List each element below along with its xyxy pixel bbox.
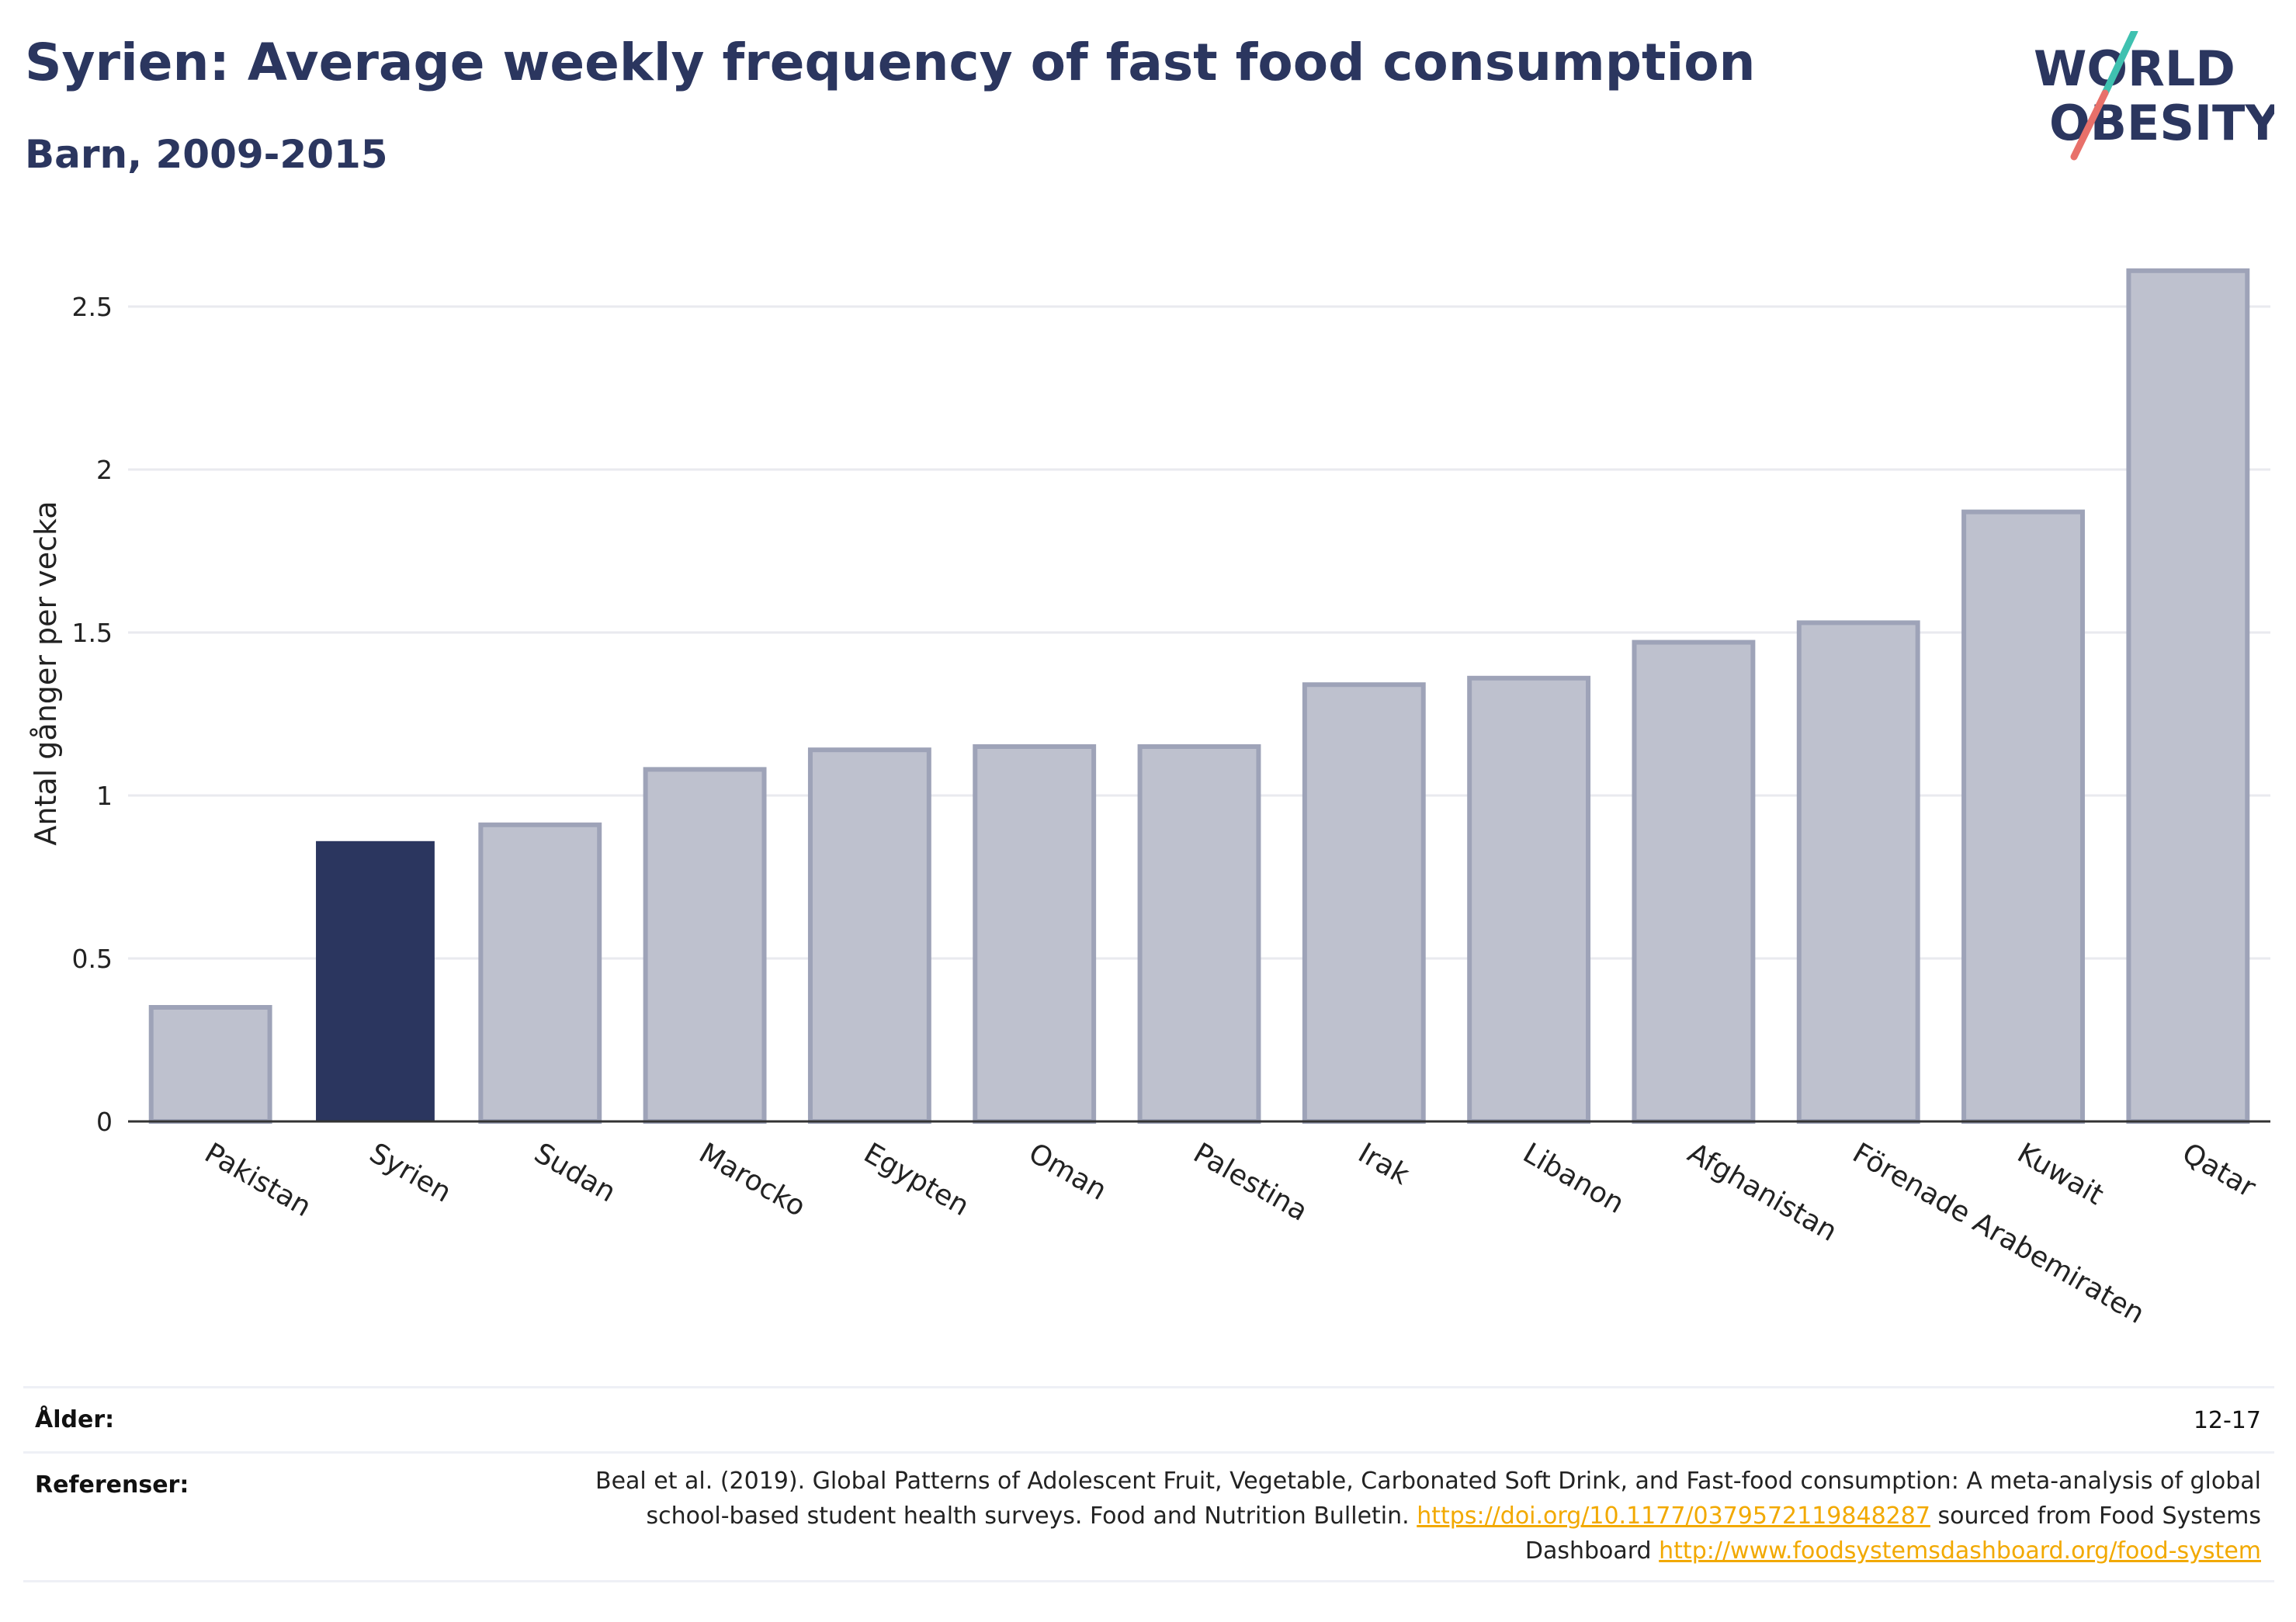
reference-doi-link[interactable]: https://doi.org/10.1177/0379572119848287 [1417,1502,1930,1530]
footer-divider-bottom [23,1580,2274,1582]
x-tick-label: Egypten [858,1137,974,1222]
bar-sudan[interactable] [478,822,602,1125]
world-obesity-logo: WORLD OBESITY [2034,31,2274,161]
bar-kuwait[interactable] [1961,509,2085,1124]
chart-subtitle: Barn, 2009-2015 [25,132,388,177]
bar-palestina[interactable] [1137,744,1261,1124]
x-tick-label: Palestina [1188,1137,1313,1228]
bar-irak[interactable] [1302,682,1426,1124]
logo-slash-coral [2070,89,2109,161]
x-tick-label: Libanon [1517,1137,1629,1220]
bar-förenade-arabemiraten[interactable] [1796,620,1920,1124]
bar-qatar[interactable] [2126,268,2250,1124]
y-tick-label: 2 [96,455,113,485]
footer-divider-top [23,1386,2274,1388]
bar-chart: 0 0.5 1 1.5 2 2.5 Pakistan Syrien Sudan Marocko Eg… [29,268,2270,1330]
x-tick-label: Afghanistan [1682,1137,1842,1248]
reference-dashboard-link[interactable]: http://www.foodsystemsdashboard.org/food… [1659,1537,2261,1565]
x-tick-label: Kuwait [2012,1137,2109,1211]
footer-divider-middle [23,1451,2274,1454]
age-value: 12-17 [2193,1407,2261,1434]
references-label: Referenser: [35,1471,189,1499]
x-tick-label: Marocko [694,1137,811,1223]
references-text: Beal et al. (2019). Global Patterns of A… [553,1464,2261,1568]
bar-pakistan[interactable] [148,1005,272,1124]
reference-citation: Beal et al. (2019). Global Patterns of A… [595,1468,2261,1530]
y-tick-label: 0 [96,1107,113,1137]
x-tick-label: Pakistan [199,1137,317,1223]
bar-oman[interactable] [973,744,1097,1124]
y-tick-label: 0.5 [72,944,113,974]
x-tick-label: Förenade Arabemiraten [1847,1137,2150,1330]
bar-afghanistan[interactable] [1632,639,1756,1124]
age-label: Ålder: [35,1406,115,1433]
x-tick-label: Oman [1023,1137,1112,1207]
reference-source: sourced from Food Systems Dashboard [1524,1502,2261,1565]
logo-line-1: WORLD [2034,40,2235,97]
x-tick-label: Syrien [364,1137,456,1208]
x-tick-label: Sudan [529,1137,621,1208]
y-tick-label: 1.5 [72,618,113,648]
logo-slash-teal [2101,31,2138,97]
bar-syrien[interactable] [316,840,435,1121]
chart-title: Syrien: Average weekly frequency of fast… [25,33,1756,92]
x-tick-label: Qatar [2176,1137,2260,1204]
x-tick-label: Irak [1353,1137,1415,1191]
bar-libanon[interactable] [1467,675,1591,1124]
y-tick-label: 2.5 [72,292,113,322]
bars [148,268,2250,1125]
y-tick-label: 1 [96,781,113,811]
y-axis-title: Antal gånger per vecka [29,501,63,845]
bar-marocko[interactable] [643,767,767,1125]
bar-egypten[interactable] [807,747,931,1124]
